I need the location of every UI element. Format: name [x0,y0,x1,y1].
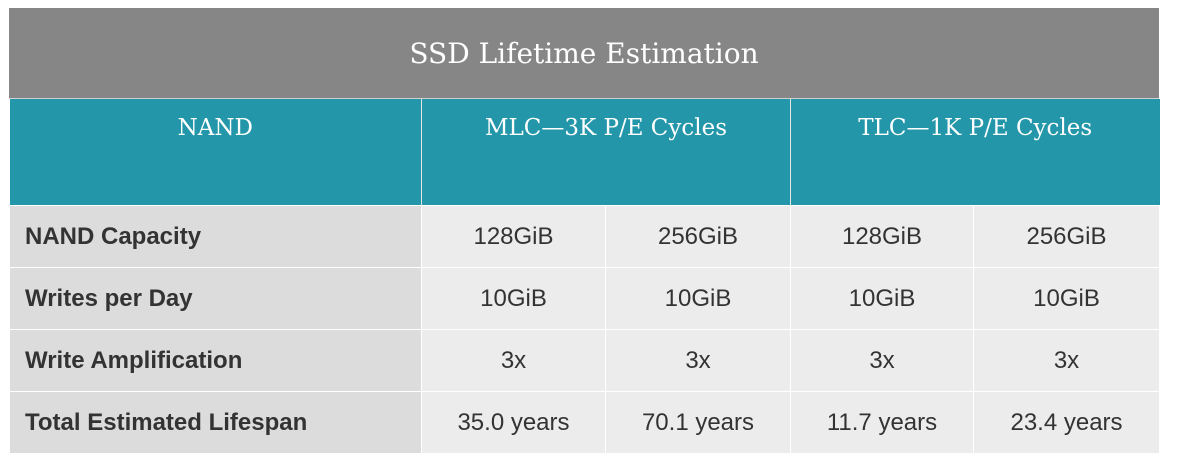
table-cell: 128GiB [422,206,606,268]
table-cell: 3x [974,330,1160,392]
header-row: NAND MLC—3K P/E Cycles TLC—1K P/E Cycles [10,99,1160,206]
row-label-write-amplification: Write Amplification [10,330,422,392]
table-cell: 70.1 years [606,392,791,453]
table-cell: 256GiB [606,206,791,268]
table-cell: 3x [422,330,606,392]
table-cell: 256GiB [974,206,1160,268]
table-cell: 10GiB [606,268,791,330]
table-cell: 10GiB [974,268,1160,330]
table-cell: 3x [606,330,791,392]
table-title: SSD Lifetime Estimation [9,8,1159,99]
table-row: Writes per Day 10GiB 10GiB 10GiB 10GiB [10,268,1160,330]
row-label-nand-capacity: NAND Capacity [10,206,422,268]
table-cell: 3x [791,330,974,392]
table-row: NAND Capacity 128GiB 256GiB 128GiB 256Gi… [10,206,1160,268]
row-label-writes-per-day: Writes per Day [10,268,422,330]
row-label-total-lifespan: Total Estimated Lifespan [10,392,422,453]
header-nand: NAND [10,99,422,206]
header-mlc: MLC—3K P/E Cycles [422,99,791,206]
table-cell: 128GiB [791,206,974,268]
lifetime-data-table: NAND MLC—3K P/E Cycles TLC—1K P/E Cycles… [9,99,1160,453]
table-cell: 23.4 years [974,392,1160,453]
table-cell: 35.0 years [422,392,606,453]
table-row: Total Estimated Lifespan 35.0 years 70.1… [10,392,1160,453]
table-cell: 11.7 years [791,392,974,453]
ssd-lifetime-table: SSD Lifetime Estimation NAND MLC—3K P/E … [9,8,1159,453]
table-cell: 10GiB [791,268,974,330]
header-tlc: TLC—1K P/E Cycles [791,99,1160,206]
table-cell: 10GiB [422,268,606,330]
table-row: Write Amplification 3x 3x 3x 3x [10,330,1160,392]
